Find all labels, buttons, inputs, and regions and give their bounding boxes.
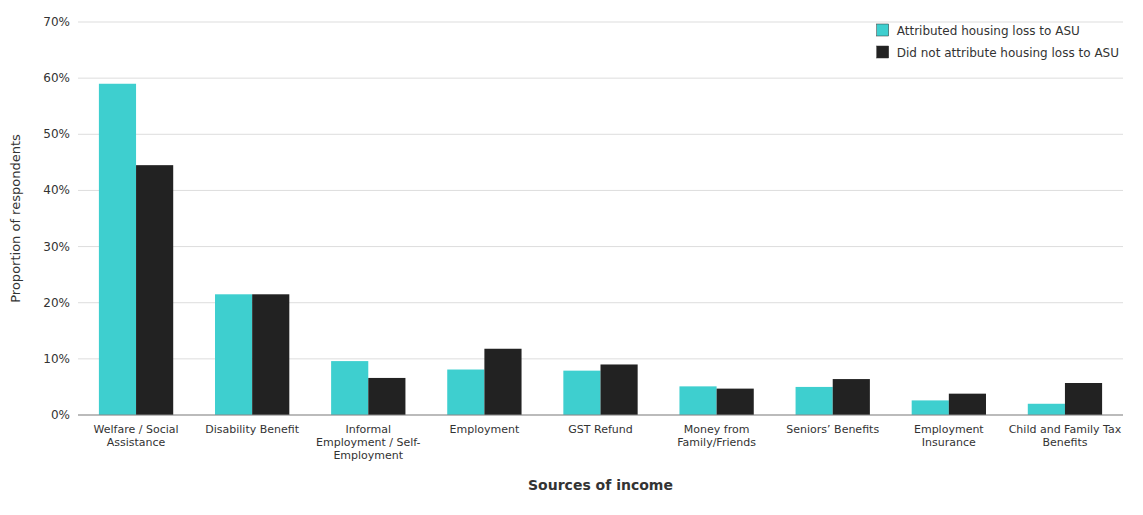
grid-line	[78, 415, 1123, 416]
bar	[796, 387, 833, 415]
legend-label: Did not attribute housing loss to ASU	[897, 46, 1119, 60]
x-tick-label-line: Family/Friends	[677, 436, 756, 449]
bar	[563, 371, 600, 415]
x-tick-label: GST Refund	[568, 423, 632, 436]
x-tick-label-line: Informal	[345, 423, 391, 436]
bar	[679, 386, 716, 415]
grid-line	[78, 246, 1123, 247]
x-tick-label-line: Employment	[450, 423, 520, 436]
x-tick-label-line: Employment	[914, 423, 984, 436]
x-tick-label-line: Assistance	[107, 436, 166, 449]
bar	[1028, 404, 1065, 415]
grid-line	[78, 190, 1123, 191]
bar	[136, 165, 173, 415]
legend-swatch	[877, 24, 889, 36]
y-axis-title: Proportion of respondents	[8, 134, 23, 303]
bar	[1065, 383, 1102, 415]
legend: Attributed housing loss to ASU Did not at…	[877, 24, 1119, 60]
y-tick-label: 30%	[43, 240, 70, 254]
x-tick-label-line: Seniors’ Benefits	[786, 423, 879, 436]
legend-label: Attributed housing loss to ASU	[897, 24, 1080, 38]
bar	[484, 349, 521, 415]
bar	[99, 84, 136, 415]
bar	[215, 294, 252, 415]
grid-line	[78, 134, 1123, 135]
chart: 0%10%20%30%40%50%60%70%Welfare / SocialA…	[0, 0, 1143, 515]
x-tick-label: Employment	[450, 423, 520, 436]
x-tick-label-line: GST Refund	[568, 423, 632, 436]
x-tick-label-line: Employment / Self-	[316, 436, 420, 449]
y-tick-label: 50%	[43, 127, 70, 141]
bar	[912, 400, 949, 415]
y-tick-label: 40%	[43, 183, 70, 197]
bar	[833, 379, 870, 415]
y-tick-label: 70%	[43, 15, 70, 29]
bar	[331, 361, 368, 415]
grid	[78, 22, 1123, 415]
x-tick-label: Disability Benefit	[205, 423, 299, 436]
bar	[368, 378, 405, 415]
grid-line	[78, 78, 1123, 79]
y-tick-label: 20%	[43, 296, 70, 310]
x-tick-label: Seniors’ Benefits	[786, 423, 879, 436]
bars	[99, 84, 1102, 415]
x-tick-label-line: Insurance	[922, 436, 976, 449]
x-tick-label: Child and Family TaxBenefits	[1009, 423, 1122, 449]
legend-swatch	[877, 46, 889, 58]
bar	[949, 394, 986, 415]
x-tick-label-line: Money from	[684, 423, 750, 436]
x-tick-label-line: Benefits	[1042, 436, 1087, 449]
x-axis-title: Sources of income	[528, 477, 673, 493]
bar	[252, 294, 289, 415]
x-tick-label: Welfare / SocialAssistance	[94, 423, 179, 449]
x-tick-label-line: Child and Family Tax	[1009, 423, 1122, 436]
bar	[717, 389, 754, 415]
bar	[601, 364, 638, 415]
x-tick-label-line: Disability Benefit	[205, 423, 299, 436]
x-tick-label: Money fromFamily/Friends	[677, 423, 756, 449]
y-tick-label: 0%	[51, 408, 70, 422]
grid-line	[78, 22, 1123, 23]
x-tick-label: EmploymentInsurance	[914, 423, 984, 449]
x-tick-label-line: Welfare / Social	[94, 423, 179, 436]
y-tick-label: 60%	[43, 71, 70, 85]
x-tick-label: InformalEmployment / Self-Employment	[316, 423, 420, 462]
bar	[447, 370, 484, 415]
y-tick-label: 10%	[43, 352, 70, 366]
x-axis-line	[78, 415, 1123, 416]
x-tick-label-line: Employment	[333, 449, 403, 462]
